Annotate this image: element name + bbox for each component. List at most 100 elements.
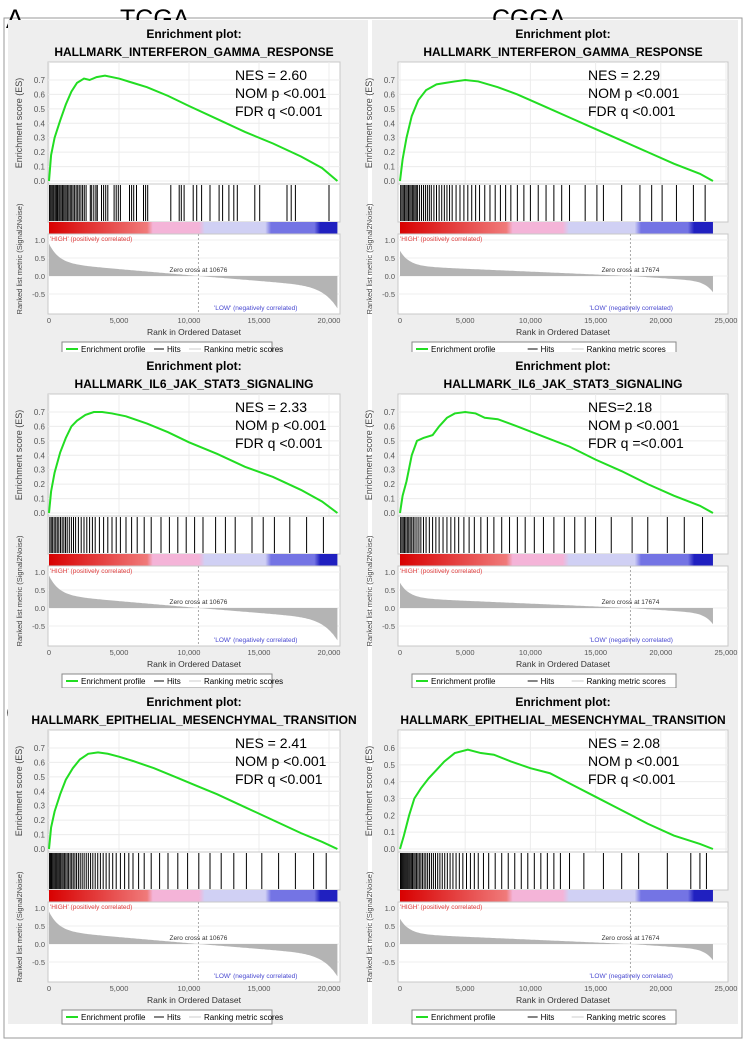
xtick-label: 15,000: [248, 316, 271, 325]
xtick-label: 0: [398, 316, 402, 325]
statistic-nom-p: NOM p <0.001: [235, 417, 327, 433]
es-ylabel: Enrichment score (ES): [364, 746, 374, 837]
enrichment-profile-line: [399, 78, 714, 182]
metric-ytick-label: 1.0: [385, 236, 395, 245]
gene-set-title: HALLMARK_EPITHELIAL_MESENCHYMAL_TRANSITI…: [400, 713, 725, 727]
es-ytick-label: 0.4: [34, 451, 46, 460]
statistic-nom-p: NOM p <0.001: [588, 417, 680, 433]
xtick-label: 0: [398, 984, 402, 993]
statistic-nes: NES = 2.41: [235, 735, 307, 751]
high-correlated-label: 'HIGH' (positively correlated): [50, 236, 132, 243]
ranking-colorbar: [400, 554, 713, 566]
low-correlated-label: 'LOW' (negatively correlated): [590, 973, 673, 980]
es-ytick-label: 0.1: [34, 831, 46, 840]
es-ytick-label: 0.5: [384, 761, 396, 770]
es-ytick-label: 0.2: [384, 811, 396, 820]
es-ytick-label: 0.3: [384, 795, 396, 804]
statistic-nes: NES=2.18: [588, 399, 652, 415]
hits-area: [397, 183, 729, 223]
metric-ytick-label: -0.5: [32, 622, 45, 631]
statistic-nes: NES = 2.60: [235, 67, 307, 83]
legend-enrichment-profile: Enrichment profile: [431, 677, 496, 686]
es-ytick-label: 0.6: [384, 90, 396, 99]
legend-hits: Hits: [541, 345, 555, 354]
gene-set-title: HALLMARK_IL6_JAK_STAT3_SIGNALING: [75, 377, 314, 391]
low-correlated-label: 'LOW' (negatively correlated): [214, 637, 297, 644]
xtick-label: 0: [47, 984, 51, 993]
xtick-label: 10,000: [178, 984, 201, 993]
xtick-label: 15,000: [584, 648, 607, 657]
es-ytick-label: 0.5: [384, 437, 396, 446]
ranking-colorbar: [400, 222, 713, 234]
gene-set-title: HALLMARK_IL6_JAK_STAT3_SIGNALING: [444, 377, 683, 391]
legend-box: [411, 1009, 677, 1025]
gene-set-title: HALLMARK_INTERFERON_GAMMA_RESPONSE: [54, 45, 333, 59]
metric-ytick-label: 1.0: [35, 568, 45, 577]
metric-ytick-label: -0.5: [32, 290, 45, 299]
metric-ytick-label: 0.5: [35, 254, 45, 263]
xtick-label: 15,000: [584, 316, 607, 325]
ranking-metric-area: [400, 918, 713, 961]
high-correlated-label: 'HIGH' (positively correlated): [400, 236, 482, 243]
legend-hits: Hits: [541, 1013, 555, 1022]
hits-area: [47, 515, 341, 555]
xtick-label: 5,000: [110, 316, 129, 325]
xlabel: Rank in Ordered Dataset: [516, 995, 611, 1005]
statistic-nom-p: NOM p <0.001: [588, 753, 680, 769]
metric-ytick-label: 1.0: [385, 904, 395, 913]
high-correlated-label: 'HIGH' (positively correlated): [400, 568, 482, 575]
es-ytick-label: 0.6: [384, 744, 396, 753]
es-ytick-label: 0.0: [384, 177, 396, 186]
enrichment-profile-line: [48, 751, 338, 850]
xlabel: Rank in Ordered Dataset: [516, 659, 611, 669]
gene-set-title: HALLMARK_INTERFERON_GAMMA_RESPONSE: [423, 45, 702, 59]
ranking-metric-area: [49, 911, 338, 977]
es-ytick-label: 0.5: [384, 105, 396, 114]
ranking-metric-area: [49, 243, 338, 309]
metric-ylabel: Ranked list metric (Signal2Noise): [365, 203, 374, 314]
metric-ylabel: Ranked list metric (Signal2Noise): [365, 535, 374, 646]
es-ylabel: Enrichment score (ES): [14, 78, 24, 169]
xtick-label: 15,000: [248, 648, 271, 657]
low-correlated-label: 'LOW' (negatively correlated): [590, 637, 673, 644]
es-ytick-label: 0.7: [384, 76, 396, 85]
es-ytick-label: 0.3: [34, 134, 46, 143]
xtick-label: 10,000: [519, 316, 542, 325]
metric-ytick-label: 0.0: [35, 604, 45, 613]
figure-border: [3, 17, 743, 1039]
ranking-colorbar: [49, 222, 338, 234]
legend: Enrichment profile Hits Ranking metric sco…: [411, 673, 677, 689]
statistic-nom-p: NOM p <0.001: [235, 753, 327, 769]
plot-title: Enrichment plot:: [515, 695, 610, 709]
es-ytick-label: 0.6: [34, 90, 46, 99]
zero-cross-label: Zero cross at 17674: [602, 267, 660, 274]
plot-title: Enrichment plot:: [146, 27, 241, 41]
metric-ytick-label: 0.5: [35, 922, 45, 931]
zero-cross-label: Zero cross at 10676: [170, 935, 228, 942]
es-ytick-label: 0.2: [384, 148, 396, 157]
es-ytick-label: 0.4: [384, 778, 396, 787]
enrichment-profile-line: [399, 410, 714, 514]
metric-ylabel: Ranked list metric (Signal2Noise): [15, 871, 24, 982]
es-ytick-label: 0.1: [384, 828, 396, 837]
legend-hits: Hits: [541, 677, 555, 686]
legend-box: [61, 1009, 273, 1025]
legend: Enrichment profile Hits Ranking metric sco…: [61, 673, 283, 689]
xtick-label: 20,000: [318, 648, 341, 657]
es-ytick-label: 0.0: [34, 177, 46, 186]
metric-ytick-label: 0.5: [35, 586, 45, 595]
zero-cross-label: Zero cross at 17674: [602, 935, 660, 942]
es-ytick-label: 0.2: [34, 480, 46, 489]
low-correlated-label: 'LOW' (negatively correlated): [214, 305, 297, 312]
es-ytick-label: 0.7: [384, 408, 396, 417]
es-ylabel: Enrichment score (ES): [14, 410, 24, 501]
xtick-label: 15,000: [248, 984, 271, 993]
xtick-label: 0: [398, 648, 402, 657]
es-ytick-label: 0.7: [34, 744, 46, 753]
es-ytick-label: 0.0: [384, 509, 396, 518]
xtick-label: 25,000: [715, 648, 738, 657]
legend-ranking-metric: Ranking metric scores: [587, 345, 666, 354]
es-ytick-label: 0.6: [34, 758, 46, 767]
metric-ylabel: Ranked list metric (Signal2Noise): [365, 871, 374, 982]
metric-ytick-label: 1.0: [385, 568, 395, 577]
